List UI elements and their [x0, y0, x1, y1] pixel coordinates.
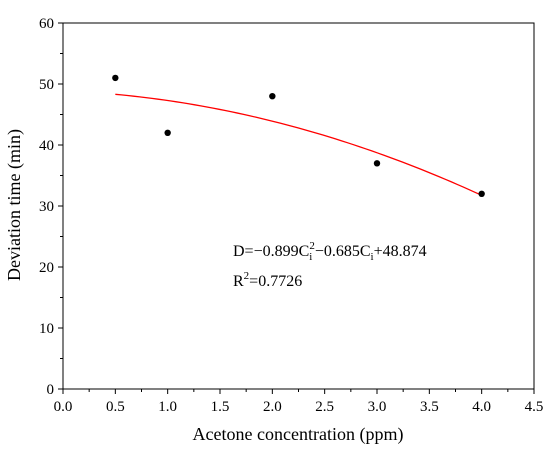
y-tick-label: 0: [47, 382, 55, 398]
fit-curve: [115, 93, 482, 196]
eq-suffix: +48.874: [374, 243, 427, 260]
r2-value: =0.7726: [249, 273, 302, 290]
x-tick-label: 0.5: [106, 399, 125, 415]
x-tick-label: 2.0: [263, 399, 282, 415]
data-point: [478, 190, 485, 197]
y-tick-label: 30: [39, 199, 54, 215]
x-tick-label: 4.0: [472, 399, 491, 415]
x-axis-title: Acetone concentration (ppm): [193, 424, 404, 445]
data-point: [373, 160, 381, 167]
eq-sub-1: i: [309, 251, 312, 263]
r2-sup: 2: [244, 270, 250, 282]
r-squared: R2=0.7726: [233, 270, 302, 290]
data-point: [112, 74, 119, 82]
x-tick-label: 0.0: [54, 399, 73, 415]
eq-sup-1: 2: [309, 240, 315, 252]
ticks-layer: 0.0 0.5 1.0 1.5 2.0 2.5 3.0 3.5 4.0 4.5 0 10 20 30 40 5…: [39, 16, 543, 415]
eq-prefix: D=−0.899C: [233, 243, 309, 260]
y-tick-label: 40: [39, 138, 54, 154]
axes-layer: [62, 22, 535, 390]
x-tick-label: 1.0: [158, 399, 177, 415]
data-point: [269, 93, 276, 100]
plot-frame: [62, 22, 535, 390]
eq-sub-2: i: [371, 251, 374, 263]
y-tick-label: 20: [39, 260, 54, 276]
y-tick-label: 60: [39, 16, 54, 32]
x-tick-label: 4.5: [525, 399, 544, 415]
x-tick-label: 3.0: [368, 399, 387, 415]
x-tick-label: 2.5: [315, 399, 334, 415]
x-tick-label: 3.5: [420, 399, 439, 415]
r2-prefix: R: [233, 273, 244, 290]
eq-mid: −0.685C: [315, 243, 371, 260]
points-layer: [112, 74, 485, 197]
y-axis-title: Deviation time (min): [4, 129, 25, 281]
x-tick-label: 1.5: [211, 399, 230, 415]
fit-equation: D=−0.899Ci2−0.685Ci+48.874: [233, 240, 427, 263]
data-point: [164, 129, 171, 136]
y-tick-label: 10: [39, 321, 54, 337]
y-tick-label: 50: [39, 77, 54, 93]
fit-layer: [115, 93, 482, 196]
